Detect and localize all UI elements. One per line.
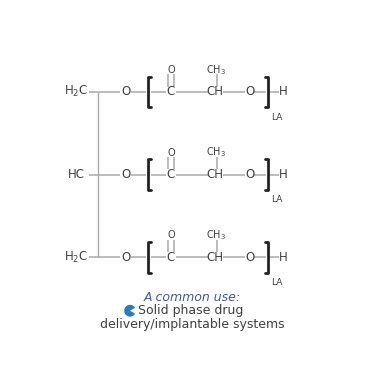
Text: C: C [167,168,175,181]
Text: C: C [167,85,175,98]
Text: O: O [121,85,130,98]
Text: H: H [279,251,287,264]
Text: LA: LA [271,278,283,287]
Text: H$_2$C: H$_2$C [64,250,88,265]
Text: CH: CH [206,168,223,181]
Text: O: O [167,230,175,240]
Text: delivery/implantable systems: delivery/implantable systems [100,318,285,331]
Text: CH$_3$: CH$_3$ [206,228,226,242]
Text: CH: CH [206,251,223,264]
Text: C: C [167,251,175,264]
Text: H: H [279,85,287,98]
Wedge shape [124,305,135,317]
Text: LA: LA [271,195,283,204]
Text: CH$_3$: CH$_3$ [206,146,226,159]
Text: H$_2$C: H$_2$C [64,84,88,99]
Text: O: O [167,147,175,157]
Text: O: O [245,251,254,264]
Text: O: O [167,65,175,75]
Text: O: O [245,168,254,181]
Text: A common use:: A common use: [144,291,241,304]
Text: O: O [121,251,130,264]
Text: Solid phase drug: Solid phase drug [138,304,244,317]
Text: O: O [121,168,130,181]
Text: CH$_3$: CH$_3$ [206,63,226,77]
Text: HC: HC [68,168,85,181]
Text: CH: CH [206,85,223,98]
Text: LA: LA [271,113,283,122]
Text: O: O [245,85,254,98]
Text: H: H [279,168,287,181]
